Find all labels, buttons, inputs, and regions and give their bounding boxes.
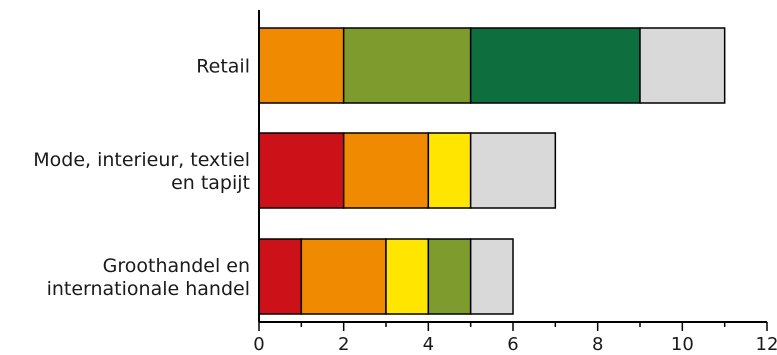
x-tick-label-6: 6: [507, 334, 518, 355]
bar-segment-1-0: [258, 132, 345, 209]
x-tick-label-4: 4: [423, 334, 434, 355]
axes-group: 0 2 4 6 8 10 12: [253, 10, 777, 355]
x-tick-label-2: 2: [338, 334, 349, 355]
bar-segment-0-4: [469, 27, 641, 104]
category-label-2-line-1: internationale handel: [47, 278, 250, 300]
bar-segment-0-1: [258, 27, 345, 104]
bar-segment-2-2: [385, 238, 430, 315]
x-tick-label-8: 8: [592, 334, 603, 355]
category-label-1-line-1: en tapijt: [171, 172, 250, 194]
category-label-0-line-0: Retail: [196, 56, 250, 78]
bar-segment-0-3: [342, 27, 472, 104]
bar-segment-1-1: [342, 132, 430, 209]
bars-group: [258, 27, 726, 315]
x-tick-label-12: 12: [756, 334, 777, 355]
bar-segment-0-5: [639, 27, 726, 104]
x-tick-label-10: 10: [671, 334, 694, 355]
bar-segment-2-5: [469, 238, 514, 315]
bar-segment-2-1: [300, 238, 387, 315]
category-label-2-line-0: Groothandel en: [103, 255, 250, 277]
bar-segment-1-2: [427, 132, 472, 209]
x-tick-label-0: 0: [253, 334, 264, 355]
bar-segment-2-0: [258, 238, 303, 315]
bar-segment-2-3: [427, 238, 472, 315]
category-label-1-line-0: Mode, interieur, textiel: [33, 149, 250, 171]
bar-segment-1-5: [469, 132, 557, 209]
